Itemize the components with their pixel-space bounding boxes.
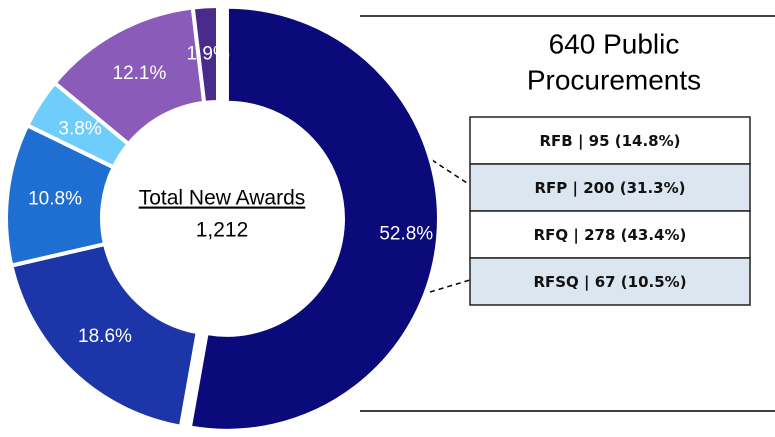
segment-group: 12.1% <box>51 5 207 147</box>
row-text: RFQ | 278 (43.4%) <box>534 226 687 245</box>
segment-group: 1.9% <box>187 3 230 106</box>
row-text: RFP | 200 (31.3%) <box>535 179 686 198</box>
panel-title: Procurements <box>527 64 701 95</box>
table-row <box>469 163 751 212</box>
segment-label: 1.9% <box>187 43 230 64</box>
table-row <box>469 210 751 259</box>
row-text: RFSQ | 67 (10.5%) <box>533 273 686 292</box>
donut-segment <box>9 241 201 430</box>
center-title: Total New Awards <box>139 187 306 210</box>
connector <box>431 159 471 186</box>
panel-title: 640 Public <box>549 28 680 59</box>
connector <box>429 279 471 293</box>
segment-group: 52.8% <box>187 4 441 433</box>
segment-group: 10.8% <box>4 122 117 268</box>
segment-label: 52.8% <box>379 224 433 245</box>
table-row <box>469 116 751 165</box>
segment-label: 3.8% <box>58 118 101 139</box>
center-value: 1,212 <box>196 219 249 242</box>
segment-label: 10.8% <box>28 189 82 210</box>
donut-segment <box>187 4 441 433</box>
segment-label: 12.1% <box>113 63 167 84</box>
table-row <box>469 257 751 306</box>
segment-group: 18.6% <box>9 241 201 430</box>
segment-label: 18.6% <box>78 326 132 347</box>
row-text: RFB | 95 (14.8%) <box>540 132 681 151</box>
donut-segment <box>190 3 220 106</box>
